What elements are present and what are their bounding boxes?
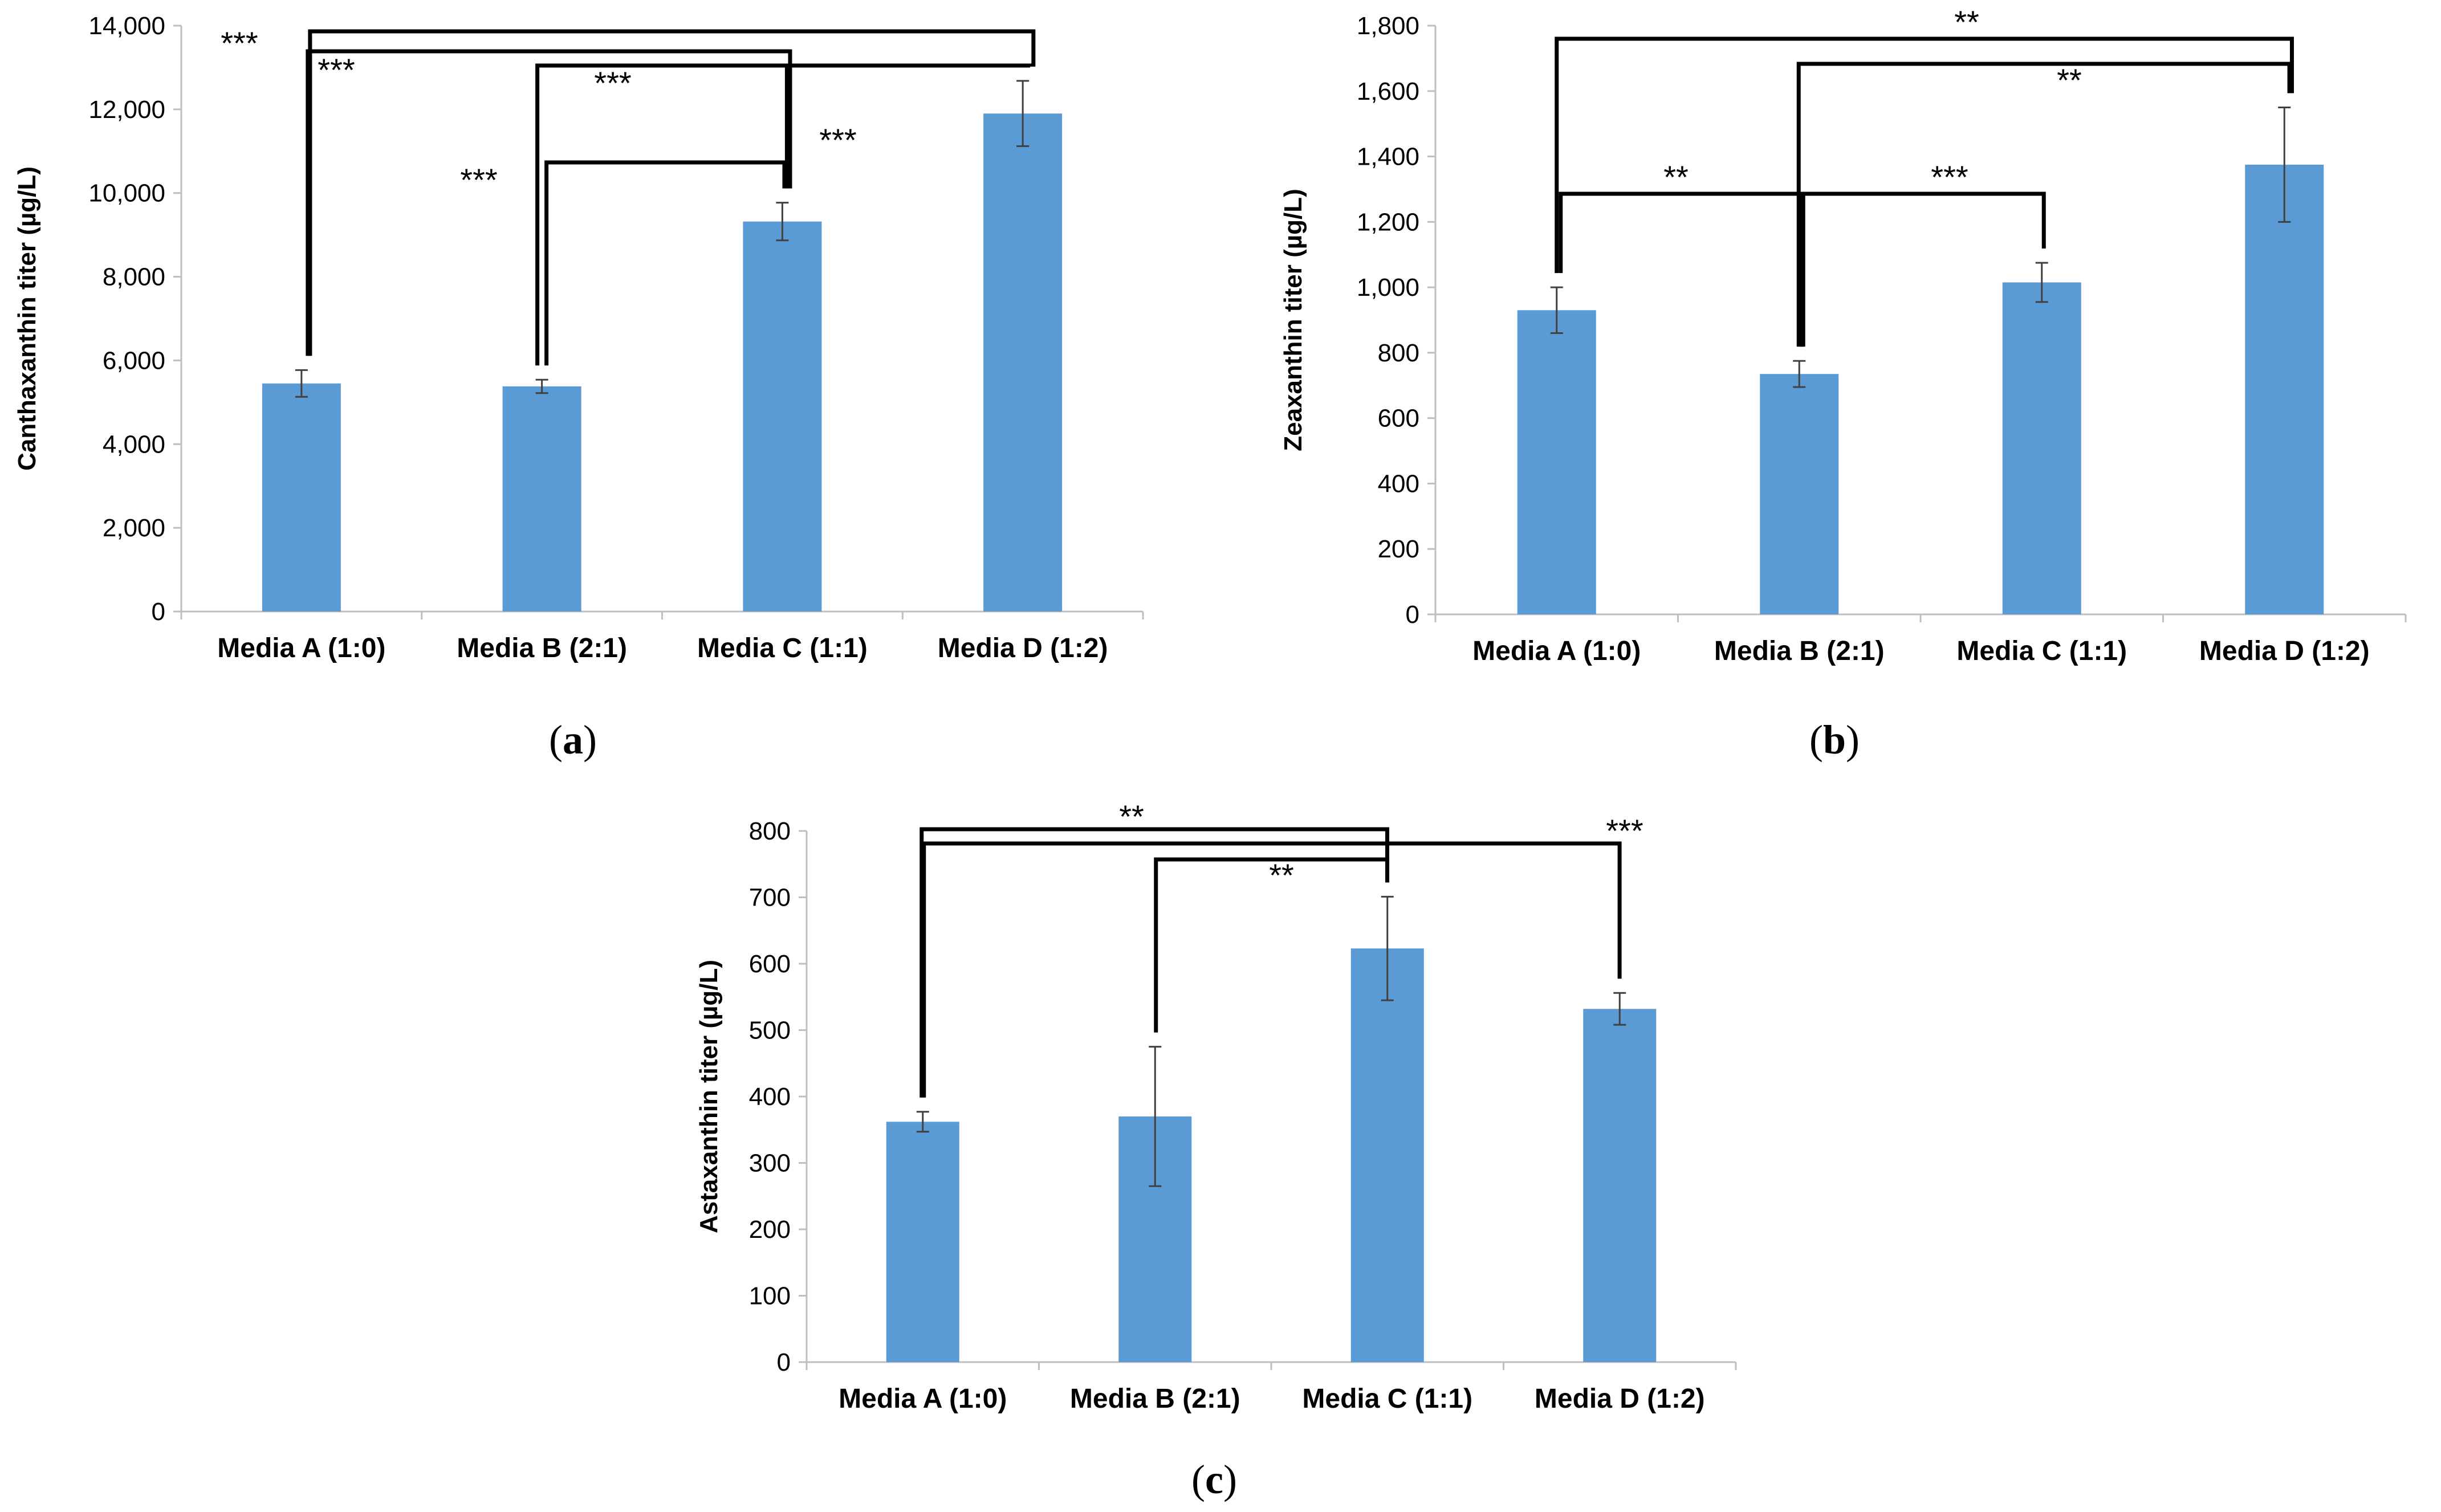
x-category-label: Media C (1:1): [1956, 636, 2127, 666]
significance-bracket: [544, 160, 787, 366]
x-category-label: Media A (1:0): [839, 1384, 1007, 1414]
significance-label: **: [1119, 798, 1144, 834]
y-tick-label: 0: [1406, 601, 1419, 629]
y-tick-label: 400: [749, 1083, 791, 1111]
y-tick-label: 10,000: [88, 180, 165, 207]
significance-label: **: [1954, 4, 1979, 40]
y-tick-label: 600: [749, 950, 791, 978]
significance-label: **: [2057, 62, 2082, 98]
y-tick-label: 800: [1378, 339, 1419, 367]
chart-panel-c: 0 100 200 300 400 500 600 700 800 Media A (1:0) Me…: [695, 798, 1737, 1414]
significance-label: **: [1663, 159, 1689, 195]
bar-2: [1760, 374, 1839, 614]
significance-bracket: [922, 841, 1622, 1098]
y-tick-label: 1,000: [1357, 274, 1419, 301]
x-category-label: Media B (2:1): [1714, 636, 1885, 666]
y-tick-label: 700: [749, 884, 791, 912]
significance-bracket: [1801, 191, 2046, 347]
chart-panel-a: 0 2,000 4,000 6,000 8,000 10,000 12,000 14,000 M…: [13, 12, 1144, 663]
bar-2: [502, 386, 581, 612]
x-category-label: Media A (1:0): [1472, 636, 1641, 666]
significance-bracket: [1154, 857, 1390, 1033]
significance-bracket: [1559, 191, 1804, 347]
significance-label: **: [1269, 857, 1294, 893]
y-tick-label: 200: [749, 1216, 791, 1244]
y-tick-label: 100: [749, 1282, 791, 1310]
y-tick-label: 1,400: [1357, 143, 1419, 171]
y-tick-label: 6,000: [103, 347, 165, 374]
bar-1: [886, 1122, 959, 1362]
x-category-label: Media D (1:2): [938, 633, 1108, 663]
chart-panel-b: 0 200 400 600 800 1,000 1,200 1,400 1,600 1,800 Me…: [1279, 4, 2407, 666]
y-tick-label: 8,000: [103, 263, 165, 291]
y-tick-label: 14,000: [88, 12, 165, 40]
y-tick-label: 2,000: [103, 514, 165, 542]
panel-label-b: (b): [1809, 717, 1860, 763]
y-tick-label: 4,000: [103, 430, 165, 458]
y-tick-label: 200: [1378, 535, 1419, 563]
x-category-label: Media D (1:2): [1535, 1384, 1705, 1414]
significance-bracket: [1555, 36, 2294, 274]
y-tick-label: 1,800: [1357, 12, 1419, 40]
y-axis-title: Canthaxanthin titer (µg/L): [13, 166, 41, 471]
y-tick-label: 600: [1378, 405, 1419, 433]
y-axis-title: Astaxanthin titer (µg/L): [695, 960, 723, 1233]
x-category-label: Media A (1:0): [217, 633, 385, 663]
bar-4: [1583, 1009, 1657, 1362]
y-tick-label: 0: [777, 1348, 791, 1376]
y-tick-label: 0: [152, 598, 165, 626]
bar-1: [262, 383, 341, 612]
significance-label: ***: [1931, 159, 1968, 195]
y-tick-label: 1,600: [1357, 78, 1419, 105]
x-category-label: Media C (1:1): [1302, 1384, 1472, 1414]
y-tick-label: 300: [749, 1150, 791, 1177]
x-category-label: Media B (2:1): [1070, 1384, 1240, 1414]
significance-bracket: [535, 63, 1032, 366]
y-tick-label: 400: [1378, 470, 1419, 498]
significance-bracket: [784, 63, 1027, 189]
bar-3: [743, 221, 822, 612]
bar-4: [2245, 164, 2324, 614]
panel-label-c: (c): [1191, 1457, 1237, 1502]
panel-label-a: (a): [549, 717, 597, 763]
y-tick-label: 500: [749, 1017, 791, 1045]
y-tick-label: 1,200: [1357, 208, 1419, 236]
bar-3: [1350, 948, 1424, 1362]
bar-4: [983, 113, 1063, 612]
y-tick-label: 800: [749, 817, 791, 845]
significance-label: ***: [819, 122, 856, 158]
significance-label: ***: [318, 52, 355, 88]
bar-3: [2002, 282, 2081, 614]
y-tick-label: 12,000: [88, 96, 165, 124]
significance-label: ***: [221, 25, 258, 61]
significance-label: ***: [594, 65, 631, 101]
significance-bracket: [306, 49, 792, 356]
significance-bracket: [308, 29, 1036, 356]
significance-bracket: [920, 827, 1389, 1098]
x-category-label: Media D (1:2): [2199, 636, 2370, 666]
y-axis-title: Zeaxanthin titer (µg/L): [1279, 189, 1307, 451]
significance-bracket: [1796, 62, 2292, 347]
significance-label: ***: [460, 162, 497, 198]
significance-label: ***: [1606, 813, 1643, 849]
bar-1: [1517, 310, 1596, 614]
x-category-label: Media C (1:1): [697, 633, 868, 663]
x-category-label: Media B (2:1): [457, 633, 627, 663]
